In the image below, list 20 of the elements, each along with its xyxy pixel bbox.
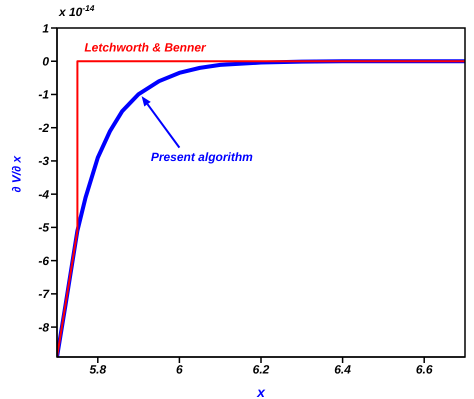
y-tick-label: 0 — [42, 54, 50, 68]
x-axis-title: x — [256, 384, 266, 399]
y-tick-label: -6 — [38, 254, 50, 268]
y-tick-label: -2 — [38, 120, 50, 135]
y-tick-label: -4 — [38, 187, 50, 202]
text: x 10$^{-14}$ — [58, 3, 95, 19]
series-label: Letchworth & Benner — [84, 40, 208, 54]
text: Present algorithm — [150, 150, 254, 164]
y-tick-label: -3 — [38, 154, 50, 168]
y-tick-label: -1 — [38, 88, 50, 102]
x-tick-label: 6.2 — [252, 362, 270, 377]
y-tick-label: -5 — [38, 220, 50, 235]
x-tick-label: 6 — [176, 362, 184, 377]
y-tick-label: -7 — [38, 287, 50, 302]
y-tick-label: 1 — [42, 21, 50, 36]
y-tick-label: -8 — [38, 320, 50, 334]
x-tick-label: 5.8 — [89, 362, 106, 377]
y-axis-title: ∂ V/∂ x — [9, 154, 24, 192]
x-tick-label: 6.6 — [416, 362, 433, 377]
x-tick-label: 6.4 — [334, 362, 352, 377]
